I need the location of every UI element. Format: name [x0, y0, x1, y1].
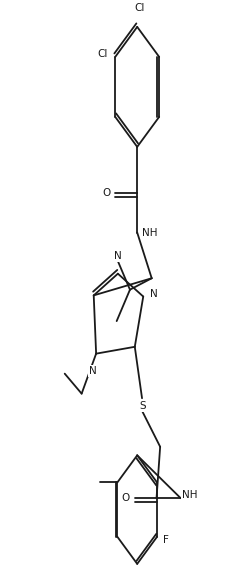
- Text: O: O: [122, 493, 130, 503]
- Text: Cl: Cl: [98, 49, 108, 59]
- Text: N: N: [114, 251, 122, 261]
- Text: Cl: Cl: [134, 3, 145, 13]
- Text: NH: NH: [182, 490, 197, 501]
- Text: S: S: [139, 401, 146, 411]
- Text: O: O: [102, 188, 111, 198]
- Text: N: N: [89, 366, 96, 376]
- Text: N: N: [150, 289, 158, 299]
- Text: NH: NH: [142, 228, 157, 237]
- Text: F: F: [163, 535, 169, 544]
